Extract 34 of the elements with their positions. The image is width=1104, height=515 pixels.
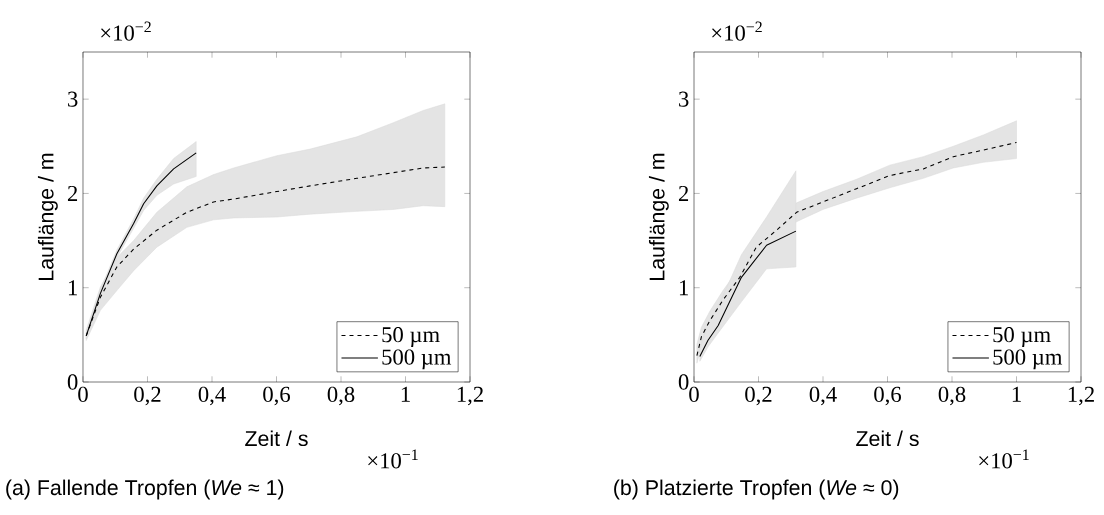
text: ×10$^{−1}$ — [979, 449, 1029, 469]
x-tick-label: 1,2 — [1068, 386, 1094, 406]
text: ×10$^{−2}$ — [101, 21, 151, 41]
text: ×10$^{−1}$ — [368, 449, 418, 469]
y-tick-label: 0 — [678, 374, 689, 390]
y-tick-label: 3 — [68, 91, 78, 107]
x-axis-title: Zeit / s — [856, 430, 919, 447]
y-tick-label: 1 — [68, 280, 77, 296]
y-tick-label: 2 — [678, 185, 689, 201]
x-tick-label: 1,2 — [457, 386, 483, 406]
x-tick-label: 0,6 — [263, 386, 290, 406]
x-tick-label: 1 — [401, 386, 410, 402]
legend-label: 500 µm — [382, 349, 452, 370]
text: (a) Fallende Tropfen (We ≈ 1) — [6, 479, 284, 500]
legend-label: 50 µm — [993, 327, 1051, 347]
x-tick-label: 0,4 — [198, 386, 226, 406]
y-tick-label: 2 — [67, 185, 78, 201]
y-axis-title: Lauflänge / m — [648, 153, 669, 280]
text: (b) Platzierte Tropfen (We ≈ 0) — [614, 479, 899, 500]
x-tick-label: 0,2 — [134, 386, 161, 406]
legend-label: 500 µm — [993, 349, 1063, 370]
y-tick-label: 1 — [679, 280, 688, 296]
text: ×10$^{−2}$ — [712, 21, 762, 41]
x-tick-label: 1 — [1012, 386, 1021, 402]
y-axis-title: Lauflänge / m — [37, 153, 58, 280]
x-tick-label: 0,2 — [745, 386, 772, 406]
x-tick-label: 0,8 — [327, 386, 355, 406]
x-axis-title: Zeit / s — [245, 430, 308, 447]
y-tick-label: 0 — [67, 374, 78, 390]
legend-label: 50 µm — [382, 327, 440, 347]
y-tick-label: 3 — [679, 91, 689, 107]
x-tick-label: 0,8 — [938, 386, 966, 406]
x-tick-label: 0,6 — [874, 386, 901, 406]
x-tick-label: 0,4 — [809, 386, 837, 406]
